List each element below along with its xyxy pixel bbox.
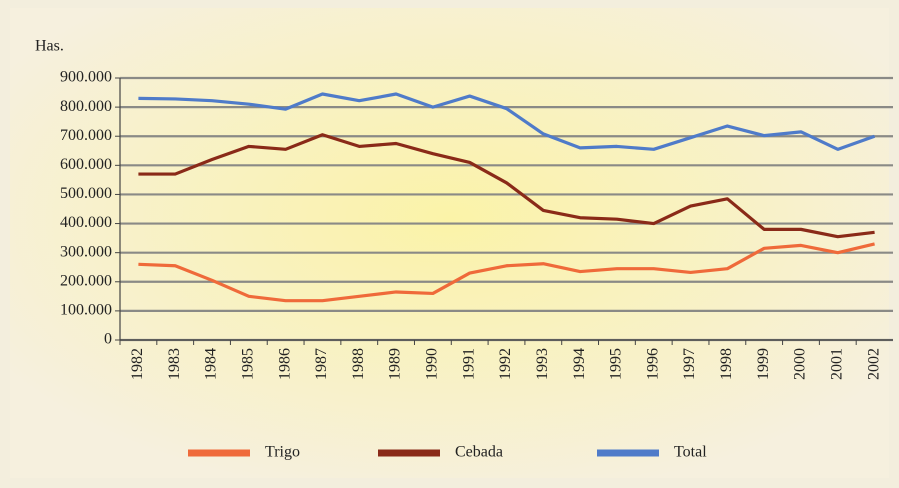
y-tick-label: 600.000 [60, 156, 112, 173]
y-tick-label: 800.000 [60, 98, 112, 115]
series-line [138, 92, 876, 151]
x-tick-label: 1987 [313, 348, 330, 380]
y-tick-label: 300.000 [60, 243, 112, 260]
x-tick-label: 1990 [424, 348, 441, 380]
x-tick-label: 1994 [571, 348, 588, 380]
legend-label: Total [674, 444, 707, 461]
x-tick-label: 1984 [203, 348, 220, 380]
x-tick-label: 1997 [681, 348, 698, 380]
x-tick-label: 1995 [608, 348, 625, 380]
x-tick-label: 2002 [865, 348, 882, 380]
y-tick-label: 200.000 [60, 272, 112, 289]
x-tick-label: 1982 [129, 348, 146, 380]
y-tick-label: 500.000 [60, 185, 112, 202]
y-tick-label: 700.000 [60, 127, 112, 144]
panel [10, 8, 889, 478]
x-tick-label: 1993 [534, 348, 551, 380]
y-tick-label: 900.000 [60, 69, 112, 86]
x-tick-label: 1991 [460, 348, 477, 380]
legend-label: Cebada [455, 444, 503, 461]
legend-label: Trigo [265, 444, 300, 461]
x-tick-label: 1986 [276, 348, 293, 380]
x-tick-label: 1989 [387, 348, 404, 380]
x-tick-label: 1983 [166, 348, 183, 380]
x-tick-label: 2000 [792, 348, 809, 380]
x-tick-label: 1988 [350, 348, 367, 380]
y-axis-label: Has. [35, 38, 64, 55]
y-tick-label: 100.000 [60, 302, 112, 319]
x-tick-label: 1985 [240, 348, 257, 380]
x-tick-label: 1999 [755, 348, 772, 380]
x-tick-label: 1996 [644, 348, 661, 380]
x-tick-label: 1998 [718, 348, 735, 380]
y-tick-label: 0 [104, 331, 112, 348]
y-tick-label: 400.000 [60, 214, 112, 231]
series-line [138, 242, 875, 303]
x-tick-label: 2001 [828, 348, 845, 380]
series-line [138, 133, 875, 239]
x-tick-label: 1992 [497, 348, 514, 380]
